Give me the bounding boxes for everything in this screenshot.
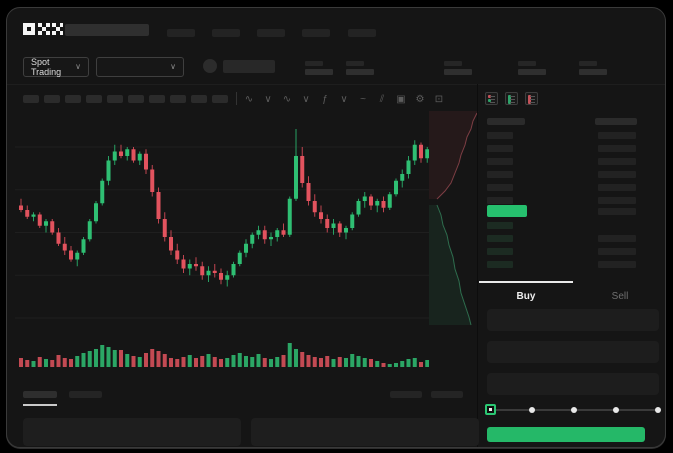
book-row-bar xyxy=(598,261,636,268)
interval-button[interactable] xyxy=(128,95,144,103)
candlestick-chart[interactable] xyxy=(15,111,429,337)
book-row-bar xyxy=(598,184,636,191)
book-col-header xyxy=(487,118,525,125)
bid-row-bar xyxy=(487,261,513,268)
indicators-icon[interactable]: ƒ xyxy=(322,93,328,105)
divider xyxy=(477,84,478,447)
orders-panel-placeholder xyxy=(251,418,479,446)
fullscreen-icon[interactable]: ⊡ xyxy=(434,93,444,105)
book-both-view-icon[interactable] xyxy=(485,92,498,105)
slider-stop-dot[interactable] xyxy=(655,407,661,413)
settings-icon[interactable]: ⚙ xyxy=(415,93,425,105)
bottom-tab[interactable] xyxy=(69,391,102,398)
trade-side-tabs: Buy Sell xyxy=(479,281,665,302)
chevron-down-icon[interactable]: ∨ xyxy=(340,93,348,105)
draw-tool-icon[interactable]: ⫽ xyxy=(379,93,385,105)
book-row-bar xyxy=(598,132,636,139)
interval-button[interactable] xyxy=(65,95,81,103)
search-bar-placeholder[interactable] xyxy=(65,24,149,36)
book-row-bar xyxy=(598,248,636,255)
nav-item-placeholder[interactable] xyxy=(348,29,376,37)
nav-item-placeholder[interactable] xyxy=(257,29,285,37)
active-tab-underline xyxy=(23,404,57,406)
amount-input-placeholder[interactable] xyxy=(487,341,659,363)
bid-row-bar xyxy=(487,222,513,229)
divider xyxy=(7,84,665,85)
nav-item-placeholder[interactable] xyxy=(302,29,330,37)
interval-button[interactable] xyxy=(149,95,165,103)
book-row-bar xyxy=(598,197,636,204)
chevron-down-icon: ∨ xyxy=(170,62,176,71)
book-amount-bar xyxy=(598,208,636,215)
interval-button[interactable] xyxy=(107,95,123,103)
bottom-action-placeholder[interactable] xyxy=(431,391,463,398)
price-input-placeholder[interactable] xyxy=(487,309,659,331)
chevron-down-icon[interactable]: ∨ xyxy=(264,93,272,105)
chart-tools: ∿ ∨ ∿ ∨ ƒ ∨ ~ ⫽ ▣ ⚙ ⊡ xyxy=(244,91,444,107)
book-row-bar xyxy=(598,158,636,165)
orders-panel-placeholder xyxy=(23,418,241,446)
app-window: Spot Trading ∨ ∨ ∿ ∨ ∿ ∨ ƒ ∨ ~ ⫽ ▣ ⚙ ⊡ xyxy=(6,7,666,448)
volume-bars xyxy=(19,343,429,367)
interval-button[interactable] xyxy=(191,95,207,103)
slider-stop-dot[interactable] xyxy=(529,407,535,413)
interval-button[interactable] xyxy=(212,95,228,103)
book-row-bar xyxy=(487,132,513,139)
tab-buy[interactable]: Buy xyxy=(479,281,573,302)
nav-item-placeholder[interactable] xyxy=(167,29,195,37)
interval-button[interactable] xyxy=(170,95,186,103)
chevron-down-icon: ∨ xyxy=(75,62,81,71)
candle-style-icon[interactable]: ∿ xyxy=(244,93,254,105)
slider-stop-dot[interactable] xyxy=(613,407,619,413)
book-row-bar xyxy=(598,145,636,152)
divider xyxy=(236,92,237,105)
book-asks-view-icon[interactable] xyxy=(525,92,538,105)
depth-overlay xyxy=(429,111,479,326)
book-bids-view-icon[interactable] xyxy=(505,92,518,105)
market-type-dropdown[interactable]: Spot Trading ∨ xyxy=(23,57,89,77)
percent-slider-handle[interactable] xyxy=(485,404,496,415)
bottom-tab-active[interactable] xyxy=(23,391,57,398)
book-row-bar xyxy=(487,184,513,191)
book-row-bar xyxy=(487,171,513,178)
interval-button[interactable] xyxy=(86,95,102,103)
bid-row-bar xyxy=(487,235,513,242)
pair-dropdown[interactable]: ∨ xyxy=(96,57,184,77)
book-row-bar xyxy=(598,171,636,178)
buy-submit-button[interactable] xyxy=(487,427,645,442)
line-tool-icon[interactable]: ~ xyxy=(360,93,366,105)
nav-item-placeholder[interactable] xyxy=(212,29,240,37)
interval-button[interactable] xyxy=(23,95,39,103)
book-col-header xyxy=(595,118,637,125)
pair-name-placeholder xyxy=(223,60,275,73)
book-row-bar xyxy=(487,158,513,165)
book-row-bar xyxy=(487,197,513,204)
tab-sell[interactable]: Sell xyxy=(611,291,629,302)
last-price-bar xyxy=(487,205,527,217)
compare-icon[interactable]: ∿ xyxy=(282,93,292,105)
snapshot-icon[interactable]: ▣ xyxy=(396,93,406,105)
bid-row-bar xyxy=(487,248,513,255)
coin-icon xyxy=(203,59,217,73)
slider-stop-dot[interactable] xyxy=(571,407,577,413)
market-type-label: Spot Trading xyxy=(31,57,62,77)
okx-logo xyxy=(23,23,63,35)
chevron-down-icon[interactable]: ∨ xyxy=(302,93,310,105)
interval-button[interactable] xyxy=(44,95,60,103)
bottom-action-placeholder[interactable] xyxy=(390,391,422,398)
book-row-bar xyxy=(598,235,636,242)
book-row-bar xyxy=(487,145,513,152)
total-input-placeholder[interactable] xyxy=(487,373,659,395)
